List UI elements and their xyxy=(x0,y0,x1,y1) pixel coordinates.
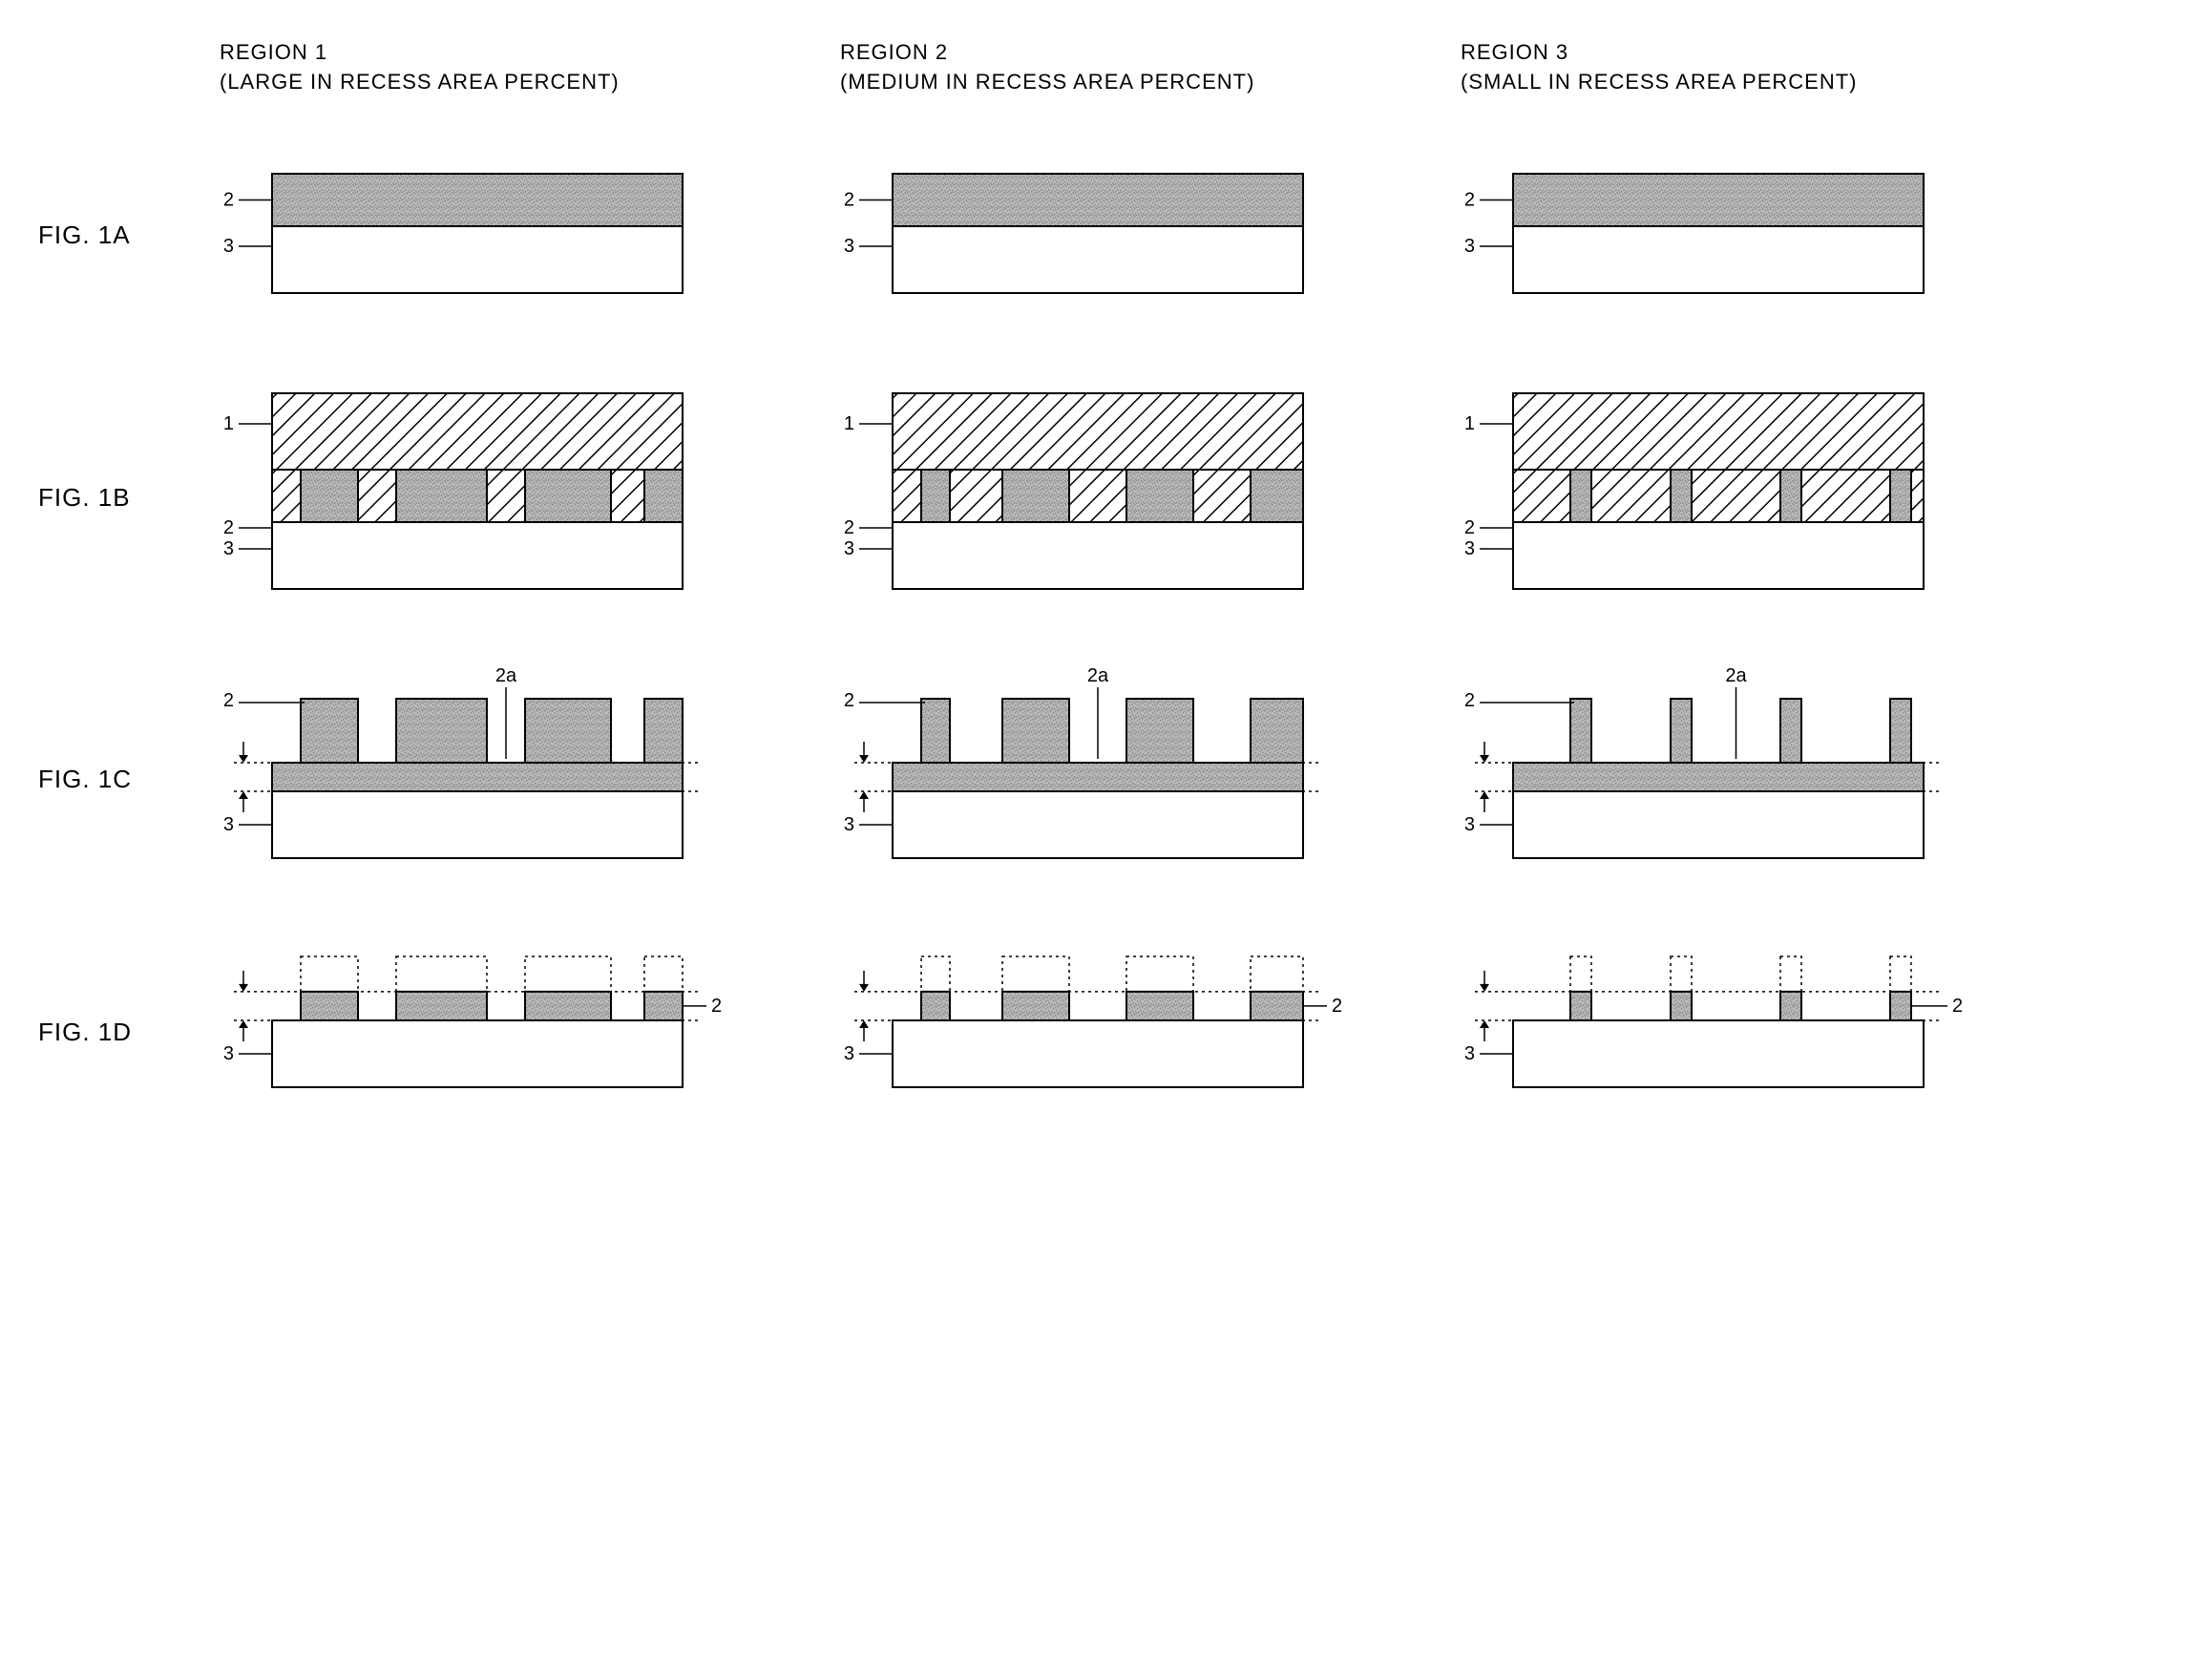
svg-text:3: 3 xyxy=(844,538,854,559)
svg-text:2: 2 xyxy=(223,517,234,538)
svg-text:2: 2 xyxy=(1464,517,1475,538)
cell-r0-c0: 23 xyxy=(220,155,802,317)
svg-text:1: 1 xyxy=(223,413,234,434)
svg-text:2: 2 xyxy=(1464,690,1475,711)
column-heading: REGION 3 xyxy=(1461,40,1568,64)
cell-r3-c2: 23 xyxy=(1461,937,2043,1128)
svg-text:2: 2 xyxy=(1464,189,1475,210)
svg-text:2: 2 xyxy=(1332,996,1342,1017)
column-heading: REGION 1 xyxy=(220,40,327,64)
cell-r0-c1: 23 xyxy=(840,155,1422,317)
cell-r2-c1: 22a3 xyxy=(840,680,1422,880)
cell-r1-c1: 1 23 xyxy=(840,374,1422,622)
diagram-fig1a-region2: 23 xyxy=(840,155,1365,317)
column-subheading: (SMALL IN RECESS AREA PERCENT) xyxy=(1461,70,1858,94)
svg-text:3: 3 xyxy=(223,1043,234,1064)
svg-text:2a: 2a xyxy=(495,665,517,686)
column-subheading: (MEDIUM IN RECESS AREA PERCENT) xyxy=(840,70,1254,94)
column-header-region-1: REGION 1 (LARGE IN RECESS AREA PERCENT) xyxy=(220,38,802,97)
row-label-fig-1c: FIG. 1C xyxy=(38,765,181,794)
svg-text:2a: 2a xyxy=(1725,665,1747,686)
cell-r1-c2: 1 23 xyxy=(1461,374,2043,622)
diagram-fig1a-region1: 23 xyxy=(220,155,745,317)
svg-text:2: 2 xyxy=(844,189,854,210)
cell-r3-c1: 23 xyxy=(840,937,1422,1128)
svg-text:3: 3 xyxy=(844,1043,854,1064)
svg-text:3: 3 xyxy=(844,236,854,257)
svg-text:3: 3 xyxy=(1464,538,1475,559)
diagram-fig1c-region1: 22a3 xyxy=(220,680,745,880)
column-header-region-3: REGION 3 (SMALL IN RECESS AREA PERCENT) xyxy=(1461,38,2043,97)
svg-text:2: 2 xyxy=(223,690,234,711)
svg-text:2: 2 xyxy=(223,189,234,210)
svg-text:3: 3 xyxy=(223,236,234,257)
cell-r1-c0: 1 23 xyxy=(220,374,802,622)
diagram-fig1d-region3: 23 xyxy=(1461,937,1986,1128)
svg-text:3: 3 xyxy=(1464,236,1475,257)
svg-text:2: 2 xyxy=(711,996,722,1017)
svg-text:2: 2 xyxy=(844,690,854,711)
svg-text:3: 3 xyxy=(223,538,234,559)
svg-text:3: 3 xyxy=(1464,1043,1475,1064)
svg-text:3: 3 xyxy=(223,814,234,835)
column-header-region-2: REGION 2 (MEDIUM IN RECESS AREA PERCENT) xyxy=(840,38,1422,97)
row-label-fig-1d: FIG. 1D xyxy=(38,1018,181,1047)
svg-text:1: 1 xyxy=(844,413,854,434)
row-label-fig-1a: FIG. 1A xyxy=(38,220,181,250)
diagram-fig1b-region1: 1 23 xyxy=(220,374,745,622)
diagram-fig1d-region1: 23 xyxy=(220,937,745,1128)
svg-text:2: 2 xyxy=(844,517,854,538)
svg-text:1: 1 xyxy=(1464,413,1475,434)
diagram-fig1c-region2: 22a3 xyxy=(840,680,1365,880)
row-label-fig-1b: FIG. 1B xyxy=(38,483,181,513)
diagram-fig1a-region3: 23 xyxy=(1461,155,1986,317)
cell-r3-c0: 23 xyxy=(220,937,802,1128)
svg-text:2: 2 xyxy=(1952,996,1963,1017)
diagram-fig1b-region3: 1 23 xyxy=(1461,374,1986,622)
diagram-fig1c-region3: 22a3 xyxy=(1461,680,1986,880)
svg-text:3: 3 xyxy=(1464,814,1475,835)
svg-text:3: 3 xyxy=(844,814,854,835)
diagram-fig1d-region2: 23 xyxy=(840,937,1365,1128)
cell-r2-c2: 22a3 xyxy=(1461,680,2043,880)
svg-text:2a: 2a xyxy=(1087,665,1109,686)
cell-r2-c0: 22a3 xyxy=(220,680,802,880)
column-subheading: (LARGE IN RECESS AREA PERCENT) xyxy=(220,70,620,94)
column-heading: REGION 2 xyxy=(840,40,948,64)
cell-r0-c2: 23 xyxy=(1461,155,2043,317)
diagram-fig1b-region2: 1 23 xyxy=(840,374,1365,622)
